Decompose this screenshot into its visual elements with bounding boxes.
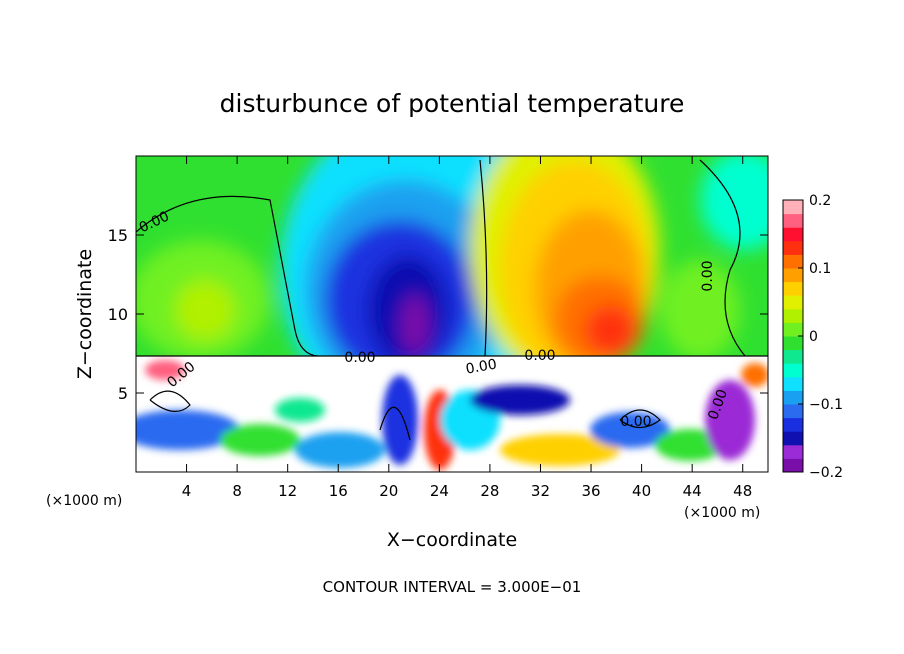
colorbar-tick-label: 0 (809, 329, 818, 345)
colorbar-tick-label: −0.2 (809, 465, 843, 481)
contour-label: 0.00 (524, 348, 555, 364)
x-tick-label: 48 (733, 482, 752, 500)
colorbar-tick-label: −0.1 (809, 397, 843, 413)
chart-title: disturbunce of potential temperature (220, 89, 685, 118)
x-tick-label: 8 (232, 482, 242, 500)
colorbar-segment (783, 431, 803, 446)
colorbar-segment (783, 213, 803, 228)
colorbar-segment (783, 322, 803, 337)
y-tick-label: 10 (108, 305, 128, 324)
x-unit-label-right: (×1000 m) (684, 505, 760, 521)
x-axis-label: X−coordinate (387, 529, 517, 551)
colorbar-tick-label: 0.1 (809, 261, 831, 277)
colorbar-segment (783, 308, 803, 323)
colorbar-segment (783, 254, 803, 269)
x-tick-label: 40 (632, 482, 651, 500)
colorbar-segment (783, 200, 803, 215)
plot-area (136, 156, 768, 472)
x-tick-label: 44 (683, 482, 702, 500)
x-tick-label: 12 (278, 482, 297, 500)
colorbar-tick-label: 0.2 (809, 193, 831, 209)
x-tick-label: 36 (581, 482, 600, 500)
x-tick-label: 24 (430, 482, 449, 500)
contour-label: 0.00 (465, 356, 498, 377)
x-tick-label: 28 (480, 482, 499, 500)
contour-label: 0.00 (620, 414, 651, 430)
y-axis-label: Z−coordinate (74, 249, 96, 379)
x-unit-label-left: (×1000 m) (46, 493, 122, 509)
y-axis-ticks: 5 10 15 (108, 226, 768, 403)
contour-interval-note: CONTOUR INTERVAL = 3.000E−01 (323, 578, 582, 596)
colorbar-segment (783, 404, 803, 419)
colorbar-segment (783, 376, 803, 391)
x-tick-label: 20 (379, 482, 398, 500)
colorbar-segment (783, 336, 803, 351)
colorbar-segment (783, 390, 803, 405)
x-tick-label: 32 (531, 482, 550, 500)
x-axis-ticks: 4 8 12 16 20 24 28 32 36 40 44 48 (182, 156, 752, 500)
colorbar-segment (783, 295, 803, 310)
y-tick-label: 5 (118, 384, 128, 403)
colorbar-frame (782, 199, 804, 473)
colorbar-segment (783, 417, 803, 432)
contour-label: 0.00 (344, 350, 375, 366)
colorbar-segment (783, 240, 803, 255)
colorbar-segment (783, 363, 803, 378)
x-tick-label: 16 (329, 482, 348, 500)
y-tick-label: 15 (108, 226, 128, 245)
x-tick-label: 4 (182, 482, 192, 500)
contour-labels: 0.000.000.00 0.000.000.000.00 0.00 (137, 209, 731, 430)
colorbar-segment (783, 268, 803, 283)
colorbar-segment (783, 444, 803, 459)
colorbar-segment (783, 458, 803, 473)
colorbar: 0.2 0.1 0 −0.1 −0.2 (783, 193, 843, 481)
colorbar-segment (783, 349, 803, 364)
colorbar-segment (783, 281, 803, 296)
contour-label: 0.00 (700, 260, 716, 291)
colorbar-segment (783, 227, 803, 242)
